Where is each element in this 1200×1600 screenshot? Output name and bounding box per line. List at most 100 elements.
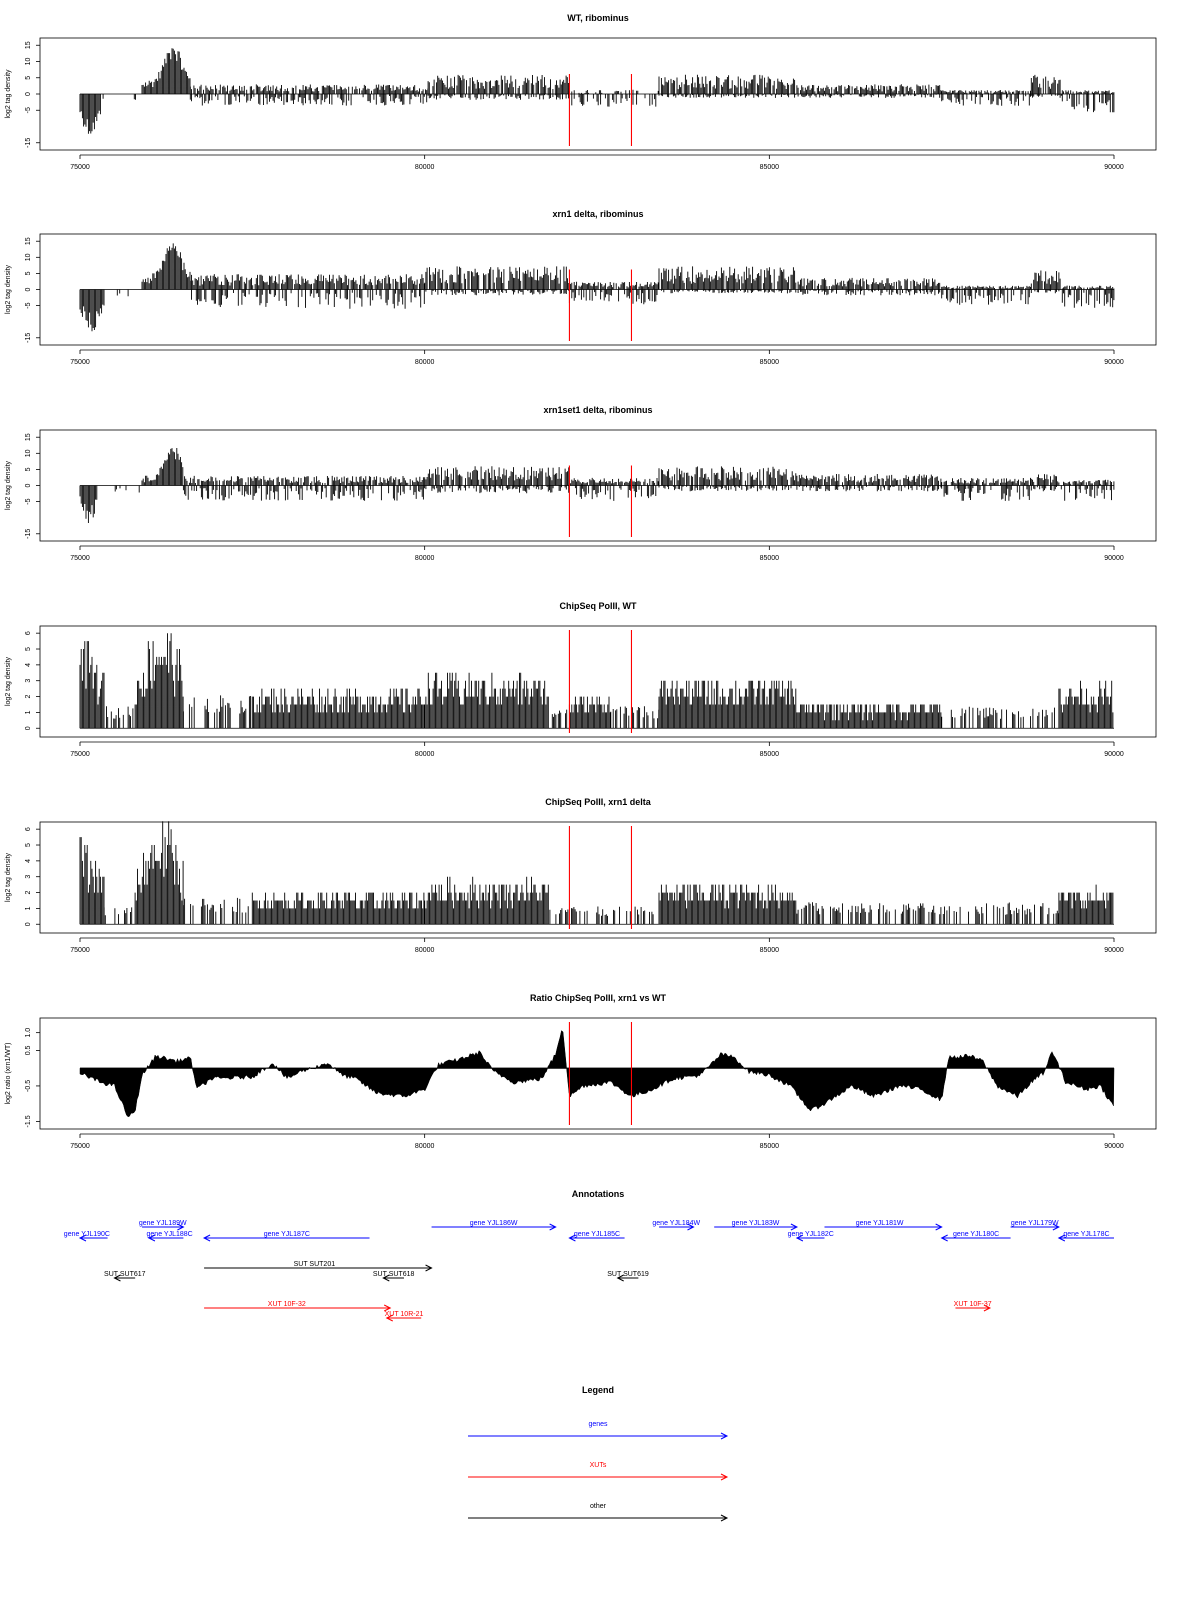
annotation-feature: XUT 10F-32 [204,1301,392,1312]
y-axis-label: log2 tag density [5,264,12,314]
x-tick-label: 80000 [415,751,435,758]
x-tick-label: 80000 [415,1143,435,1150]
feature-label: gene YJL190C [64,1231,110,1238]
feature-label: XUT 10R-21 [385,1311,424,1318]
y-tick-label: 1 [25,906,32,910]
feature-label: gene YJL185C [574,1231,620,1238]
annotations-panel: Annotations gene YJL190C gene YJL189W gene … [64,1189,1114,1322]
density-bars [79,448,1115,523]
arrowhead-icon [113,1274,121,1282]
y-axis-label: log2 tag density [5,69,12,119]
annotation-feature: gene YJL180C [940,1231,1011,1242]
x-tick-label: 90000 [1104,164,1124,171]
arrowhead-icon [147,1234,156,1242]
plot-frame [39,625,1157,738]
data-marks [79,243,1115,332]
y-tick-label: 15 [25,237,32,245]
x-tick-label: 90000 [1104,359,1124,366]
x-tick-label: 75000 [70,359,90,366]
arrowhead-icon [382,1274,390,1282]
y-tick-label: 5 [25,271,32,275]
y-tick-label: 5 [25,647,32,651]
y-tick-label: 15 [25,41,32,49]
feature-label: gene YJL187C [264,1231,310,1238]
feature-label: SUT SUT618 [373,1271,415,1278]
y-axis-label: log2 tag density [5,656,12,706]
y-tick-label: 2 [25,891,32,895]
y-tick-label: -0.5 [25,1080,32,1092]
x-tick-label: 85000 [760,555,780,562]
x-tick-label: 75000 [70,947,90,954]
y-tick-label: 3 [25,679,32,683]
arrowhead-icon [720,1514,729,1522]
density-bars [79,633,1114,729]
arrowhead-icon [940,1234,948,1242]
arrowhead-icon [383,1304,392,1312]
y-tick-label: 0 [25,92,32,96]
feature-label: XUT 10F-32 [268,1301,306,1308]
x-tick-label: 80000 [415,359,435,366]
y-tick-label: 5 [25,843,32,847]
x-tick-label: 75000 [70,1143,90,1150]
x-tick-label: 90000 [1104,555,1124,562]
x-tick-label: 80000 [415,555,435,562]
annotation-feature: SUT SUT201 [204,1261,433,1272]
x-tick-label: 80000 [415,947,435,954]
legend-label: other [590,1503,607,1510]
feature-label: SUT SUT201 [294,1261,336,1268]
y-tick-label: 0 [25,287,32,291]
y-axis-label: log2 tag density [5,852,12,902]
y-tick-label: 10 [25,253,32,261]
y-tick-label: 5 [25,76,32,80]
y-tick-label: 6 [25,827,32,831]
feature-label: gene YJL188C [147,1231,193,1238]
x-tick-label: 85000 [760,1143,780,1150]
y-tick-label: 1.0 [25,1028,32,1038]
annotation-feature: gene YJL188C [147,1231,193,1242]
y-tick-label: 10 [25,449,32,457]
y-tick-label: 1 [25,710,32,714]
panel-4: ChipSeq PolII, WT log2 tag density 0 1 2 3 4 5 6… [5,601,1157,758]
feature-label: gene YJL182C [788,1231,834,1238]
feature-label: SUT SUT617 [104,1271,146,1278]
x-tick-label: 85000 [760,947,780,954]
feature-label: gene YJL184W [652,1220,700,1227]
density-bars [79,243,1115,332]
legend-title: Legend [582,1385,614,1395]
annotation-feature: gene YJL186W [431,1220,557,1231]
annotation-feature: gene YJL190C [64,1231,110,1242]
y-tick-label: -15 [25,529,32,539]
plot-frame [39,1017,1157,1130]
feature-label: gene YJL189W [139,1220,187,1227]
feature-label: gene YJL186W [470,1220,518,1227]
panel-title: xrn1set1 delta, ribominus [543,405,652,415]
annotation-feature: XUT 10R-21 [385,1311,424,1322]
annotation-feature: gene YJL185C [568,1231,625,1242]
y-axis-label: log2 ratio (xrn1/WT) [5,1043,12,1105]
arrowhead-icon [1057,1234,1066,1242]
arrowhead-icon [720,1432,729,1440]
feature-label: gene YJL181W [856,1220,904,1227]
y-tick-label: -5 [25,107,32,113]
annotation-feature: gene YJL184W [652,1220,701,1231]
y-tick-label: -15 [25,138,32,148]
annotation-feature: SUT SUT619 [607,1271,649,1282]
annotation-feature: gene YJL183W [714,1220,799,1231]
panel-title: ChipSeq PolII, xrn1 delta [545,797,652,807]
panel-title: xrn1 delta, ribominus [552,209,643,219]
panel-2: xrn1 delta, ribominus log2 tag density 15 1… [5,209,1157,366]
y-tick-label: -5 [25,498,32,504]
plot-frame [39,821,1157,934]
arrowhead-icon [568,1234,576,1242]
arrowhead-icon [385,1314,393,1322]
data-marks [79,448,1115,523]
legend-panel: Legend genes XUTs other [468,1385,729,1522]
x-tick-label: 80000 [415,164,435,171]
annotation-feature: gene YJL187C [202,1231,370,1242]
density-bars [79,48,1115,134]
panel-5: ChipSeq PolII, xrn1 delta log2 tag densit… [5,797,1157,954]
panel-title: Ratio ChipSeq PolII, xrn1 vs WT [530,993,667,1003]
x-tick-label: 85000 [760,164,780,171]
y-tick-label: 0.5 [25,1045,32,1055]
